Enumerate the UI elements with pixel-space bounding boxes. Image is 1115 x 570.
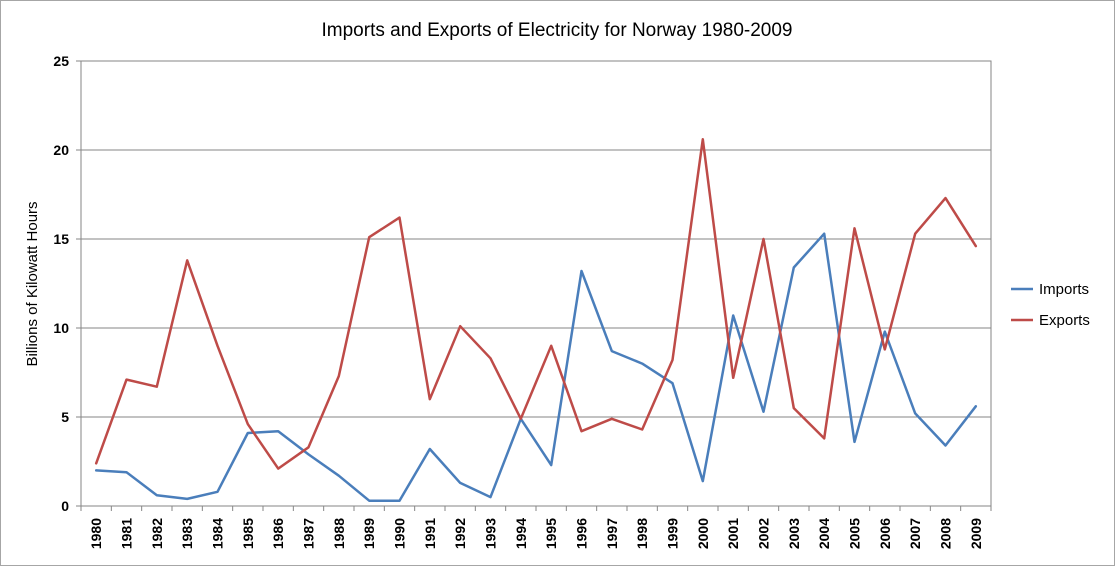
x-tick-label: 1999	[665, 518, 681, 549]
x-tick-label: 2002	[756, 518, 772, 549]
x-tick-label: 2005	[847, 518, 863, 549]
x-tick-label: 2008	[938, 518, 954, 549]
series-line-exports	[94, 138, 978, 470]
x-tick-label: 2006	[877, 518, 893, 549]
x-tick-label: 1997	[604, 518, 620, 549]
x-tick-label: 1987	[301, 518, 317, 549]
legend-label-imports: Imports	[1039, 281, 1089, 298]
x-tick-label: 1981	[119, 518, 135, 549]
x-tick-label: 1990	[392, 518, 408, 549]
y-tick-label: 5	[61, 409, 69, 425]
x-tick-label: 1993	[483, 518, 499, 549]
axes: 0 5 10 15 20 25 1980 1981 1982 1983 1984 1985 1986 19…	[53, 53, 992, 549]
x-tick-label: 1995	[543, 518, 559, 549]
x-tick-label: 2001	[725, 518, 741, 549]
legend-label-exports: Exports	[1039, 312, 1090, 329]
legend: Imports Exports	[1011, 281, 1090, 329]
x-tick-label: 1986	[270, 518, 286, 549]
x-tick-label: 2000	[695, 518, 711, 549]
y-axis-label: Billions of Kilowatt Hours	[24, 201, 41, 366]
x-tick-label: 2004	[816, 518, 832, 549]
y-tick-label: 20	[53, 142, 69, 158]
series-line-imports	[94, 232, 978, 502]
x-tick-label: 1998	[634, 518, 650, 549]
x-tick-label: 1992	[452, 518, 468, 549]
x-tick-label: 2003	[786, 518, 802, 549]
x-tick-label: 1994	[513, 518, 529, 549]
x-tick-label: 1984	[210, 518, 226, 549]
y-tick-label: 15	[53, 231, 69, 247]
x-tick-label: 1989	[361, 518, 377, 549]
x-tick-label: 1996	[574, 518, 590, 549]
x-tick-label: 1980	[88, 518, 104, 549]
chart-title: Imports and Exports of Electricity for N…	[322, 20, 793, 41]
y-tick-label: 10	[53, 320, 69, 336]
series-lines	[94, 138, 978, 502]
x-tick-label: 1983	[179, 518, 195, 549]
x-tick-label: 1988	[331, 518, 347, 549]
x-tick-label: 2007	[907, 518, 923, 549]
y-tick-label: 25	[53, 53, 69, 69]
x-tick-label: 2009	[968, 518, 984, 549]
x-tick-label: 1985	[240, 518, 256, 549]
x-tick-label: 1982	[149, 518, 165, 549]
x-tick-label: 1991	[422, 518, 438, 549]
y-tick-label: 0	[61, 498, 69, 514]
